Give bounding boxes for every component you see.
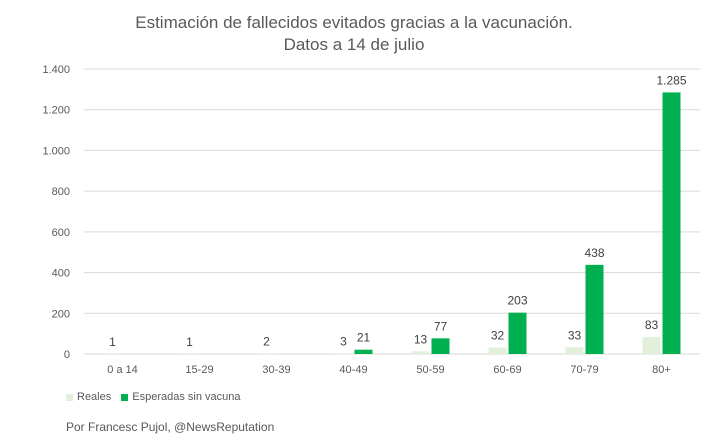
y-tick-label: 400 — [52, 268, 70, 280]
bar-reales — [411, 351, 430, 354]
legend-item-reales: Reales — [66, 391, 111, 403]
y-tick-label: 800 — [52, 186, 70, 198]
data-label-reales: 33 — [568, 328, 582, 342]
x-tick-label: 70-79 — [570, 364, 598, 376]
bar-reales — [642, 337, 661, 354]
bar-esperadas — [662, 92, 681, 355]
x-tick-label: 50-59 — [416, 364, 444, 376]
data-label-reales: 1 — [186, 335, 193, 349]
data-label-reales: 83 — [645, 318, 659, 332]
data-label-reales: 3 — [340, 334, 347, 348]
y-tick-label: 1.000 — [42, 145, 70, 157]
legend: Reales Esperadas sin vacuna — [66, 391, 250, 403]
bar-reales — [565, 347, 584, 354]
legend-label-reales: Reales — [77, 391, 112, 403]
x-tick-label: 30-39 — [262, 364, 290, 376]
legend-item-esperadas: Esperadas sin vacuna — [121, 391, 240, 403]
data-label-esperadas: 77 — [434, 319, 448, 333]
credit-text: Por Francesc Pujol, @NewsReputation — [66, 420, 275, 434]
bar-esperadas — [354, 349, 373, 354]
chart-title: Estimación de fallecidos evitados gracia… — [0, 12, 708, 56]
chart-title-line2: Datos a 14 de julio — [283, 35, 425, 54]
x-tick-label: 40-49 — [339, 364, 367, 376]
bar-esperadas — [508, 312, 527, 354]
legend-swatch-reales — [66, 393, 73, 401]
y-tick-label: 600 — [52, 227, 70, 239]
bar-reales — [488, 347, 507, 354]
y-tick-label: 0 — [64, 349, 70, 361]
x-tick-label: 15-29 — [185, 364, 213, 376]
data-label-esperadas: 203 — [507, 294, 527, 308]
legend-swatch-esperadas — [121, 393, 129, 401]
data-label-reales: 1 — [109, 335, 116, 349]
x-tick-label: 80+ — [652, 364, 671, 376]
y-tick-label: 1.200 — [42, 105, 70, 117]
data-label-reales: 32 — [491, 328, 505, 342]
x-tick-label: 0 a 14 — [107, 364, 138, 376]
x-tick-label: 60-69 — [493, 364, 521, 376]
data-label-esperadas: 438 — [584, 246, 604, 260]
bar-esperadas — [585, 264, 604, 354]
chart-title-line1: Estimación de fallecidos evitados gracia… — [135, 13, 573, 32]
bar-esperadas — [431, 338, 450, 354]
y-tick-label: 200 — [52, 308, 70, 320]
bar-reales — [334, 353, 353, 354]
data-label-reales: 2 — [263, 335, 270, 349]
y-tick-label: 1.400 — [42, 64, 70, 76]
legend-label-esperadas: Esperadas sin vacuna — [132, 391, 241, 403]
data-label-esperadas: 1.285 — [656, 73, 686, 87]
data-label-esperadas: 21 — [357, 331, 371, 345]
data-label-reales: 13 — [414, 332, 428, 346]
